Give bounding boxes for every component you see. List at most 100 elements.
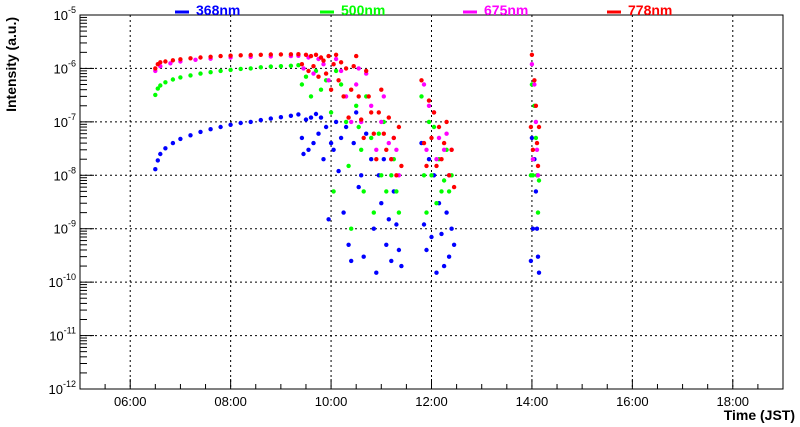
data-point <box>288 113 294 119</box>
data-point <box>529 61 535 67</box>
y-tick-label: 10-8 <box>54 165 76 183</box>
data-point <box>536 178 542 183</box>
data-point <box>321 58 326 63</box>
data-point <box>208 70 213 75</box>
data-point <box>228 122 233 128</box>
x-tick-labels: 06:00 08:00 10:00 12:00 14:00 16:00 18:00 <box>114 394 749 409</box>
data-point <box>426 103 432 109</box>
x-tick-label: 08:00 <box>214 394 247 409</box>
data-point <box>419 94 424 99</box>
data-point <box>198 129 203 135</box>
data-point <box>369 103 374 109</box>
data-point <box>399 263 404 269</box>
data-point <box>299 82 305 87</box>
data-point <box>449 226 454 231</box>
y-tick-label: 10-12 <box>49 379 76 397</box>
data-point <box>451 242 457 247</box>
data-point <box>328 87 334 92</box>
data-point <box>444 131 449 136</box>
data-point <box>299 61 305 67</box>
data-point <box>306 147 311 152</box>
data-point <box>311 140 316 146</box>
data-point <box>311 63 316 69</box>
y-tick-label: 10-7 <box>54 112 76 130</box>
data-point <box>361 254 366 259</box>
data-point <box>343 66 349 71</box>
data-point <box>356 124 361 130</box>
series-778nm <box>153 52 542 190</box>
data-point <box>258 117 263 123</box>
data-point <box>371 210 376 215</box>
data-point <box>163 80 168 85</box>
data-point <box>326 217 331 222</box>
data-point <box>439 189 444 194</box>
data-point <box>351 140 356 146</box>
data-point <box>399 163 404 169</box>
data-point <box>424 210 429 215</box>
data-point <box>331 147 336 152</box>
data-point <box>356 184 361 190</box>
data-point <box>384 242 389 247</box>
data-point <box>155 158 160 163</box>
data-point <box>374 157 379 162</box>
y-tick-label: 10-9 <box>54 219 76 237</box>
data-point <box>354 110 359 115</box>
data-point <box>278 63 284 69</box>
data-point <box>349 119 354 125</box>
data-point <box>434 270 439 275</box>
data-point <box>426 119 432 125</box>
data-point <box>336 168 341 174</box>
x-tick-label: 14:00 <box>516 394 549 409</box>
data-point <box>426 98 432 103</box>
data-point <box>441 178 447 183</box>
data-point <box>396 210 402 215</box>
data-point <box>170 58 176 63</box>
data-point <box>374 147 379 152</box>
data-point <box>369 157 374 162</box>
data-point <box>218 124 223 130</box>
y-tick-label: 10-6 <box>54 58 76 76</box>
data-point <box>424 247 429 253</box>
data-point <box>341 94 346 99</box>
data-point <box>535 163 541 169</box>
legend-label: 778nm <box>628 2 672 18</box>
data-point <box>333 68 339 74</box>
data-point <box>381 157 386 162</box>
data-point <box>532 82 537 87</box>
data-point <box>391 135 396 141</box>
data-point <box>436 124 442 130</box>
data-point <box>381 94 386 99</box>
data-point <box>441 147 447 152</box>
data-point <box>431 124 437 130</box>
data-point <box>308 53 314 59</box>
data-point <box>155 86 160 91</box>
data-point <box>374 270 379 275</box>
data-point <box>311 71 316 76</box>
data-point <box>326 78 331 83</box>
data-point <box>228 67 233 73</box>
data-point <box>338 60 344 65</box>
data-point <box>379 87 384 92</box>
data-point <box>208 127 213 132</box>
data-point <box>323 124 329 130</box>
legend-label: 675nm <box>484 2 528 18</box>
data-point <box>278 52 284 57</box>
data-point <box>301 151 306 157</box>
data-point <box>354 103 359 109</box>
data-point <box>338 82 344 87</box>
data-point <box>331 189 336 194</box>
data-point <box>421 173 427 178</box>
data-point <box>336 78 341 83</box>
data-point <box>354 82 359 87</box>
data-point <box>268 64 273 69</box>
data-point <box>394 222 399 227</box>
data-point <box>354 53 359 59</box>
data-point <box>258 52 263 57</box>
data-point <box>328 140 334 146</box>
data-point <box>308 115 314 120</box>
data-point <box>228 53 233 58</box>
x-tick-label: 10:00 <box>315 394 348 409</box>
data-point <box>533 189 539 194</box>
data-point <box>318 87 324 92</box>
